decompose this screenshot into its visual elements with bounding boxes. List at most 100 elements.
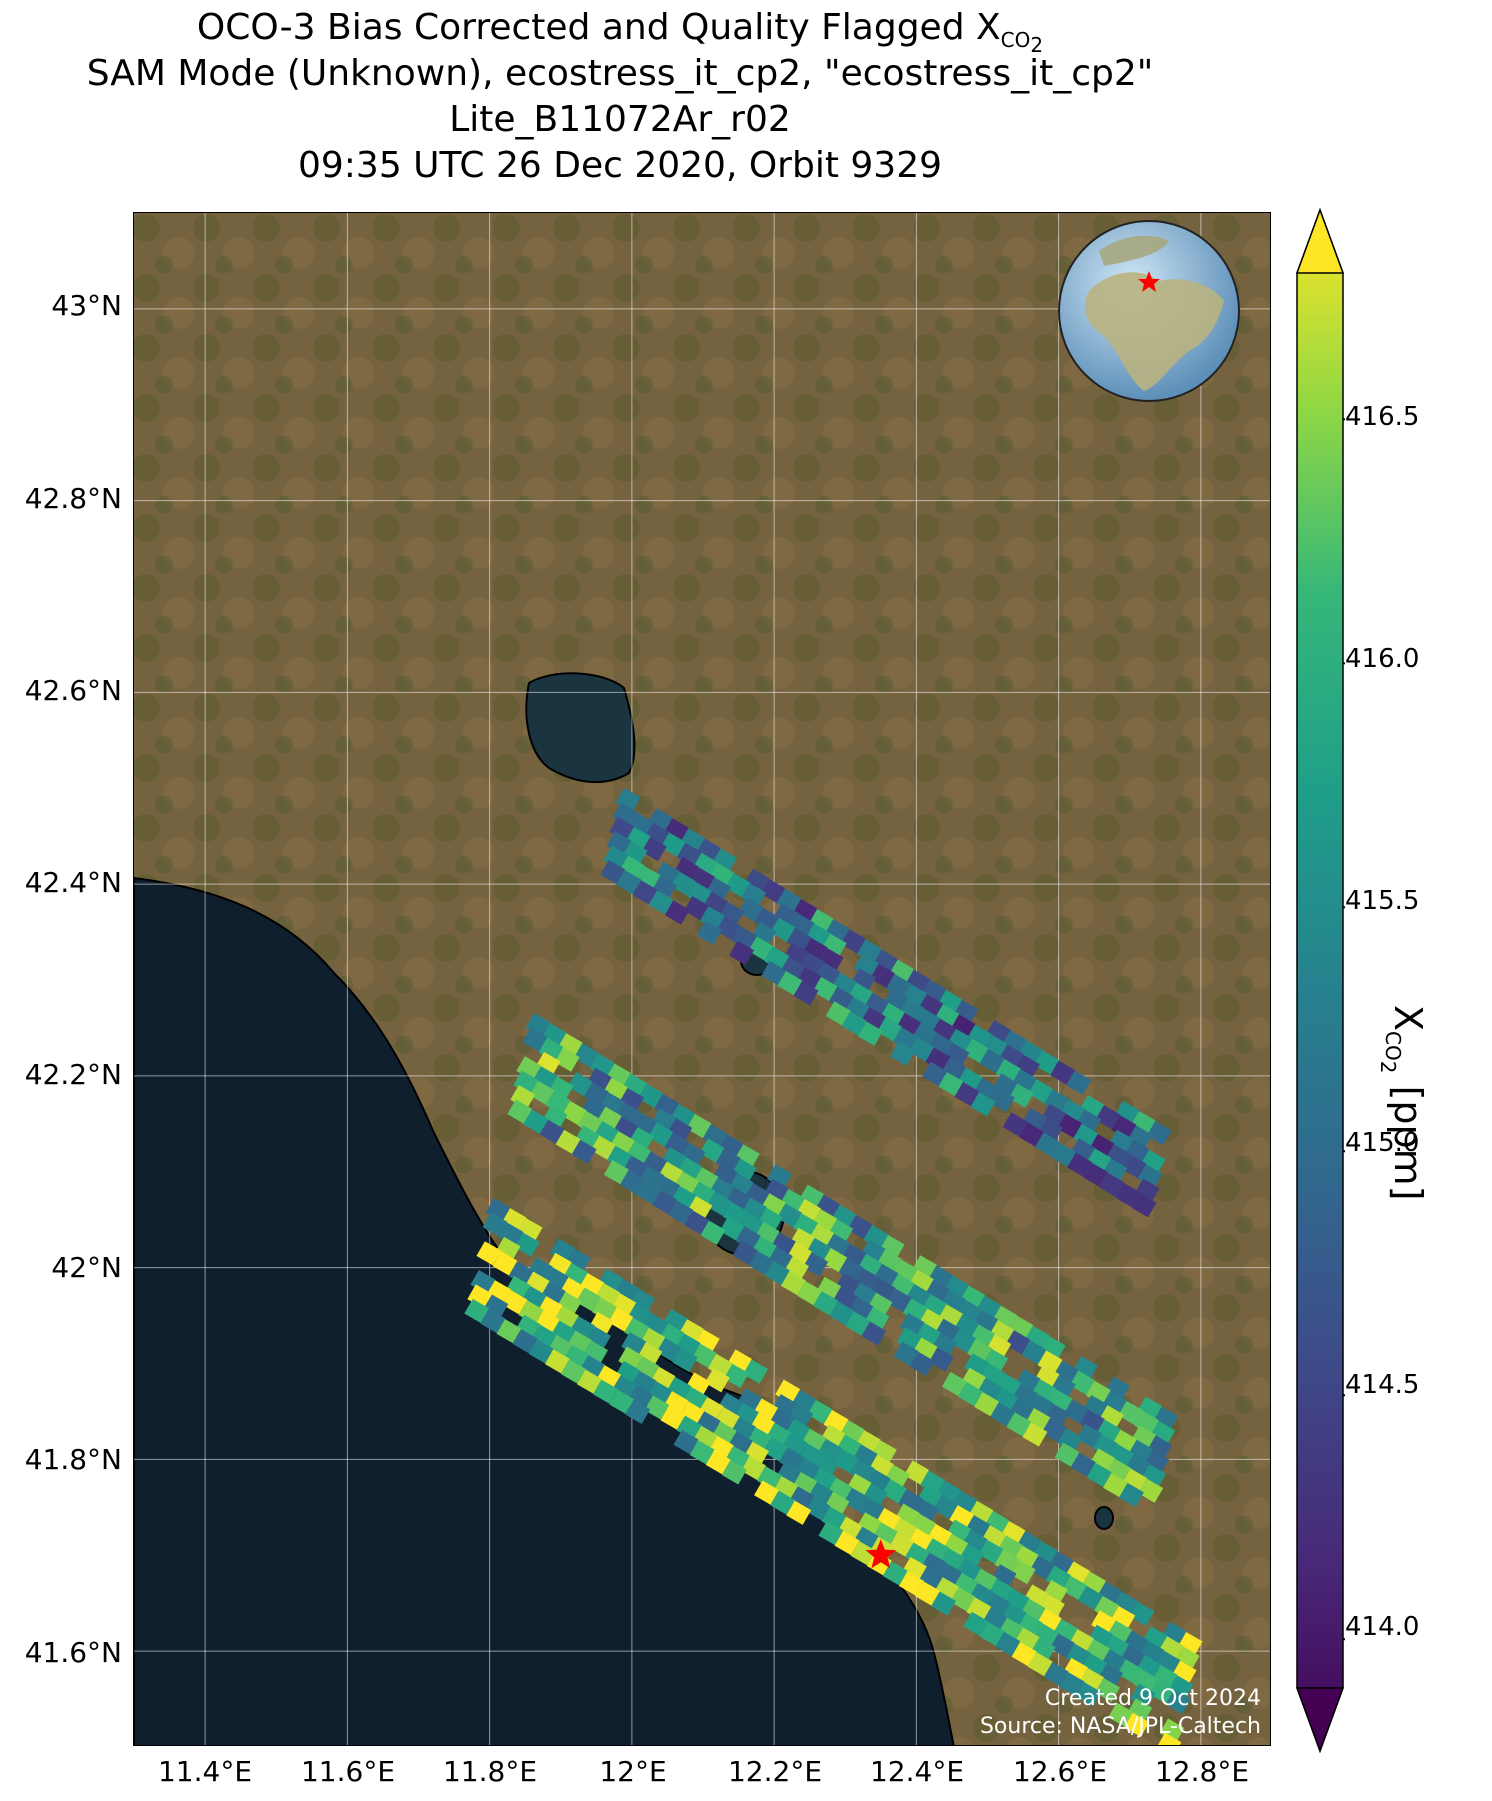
sounding-footprint xyxy=(822,1247,848,1273)
sounding-footprint xyxy=(909,1037,935,1062)
sounding-footprint xyxy=(1029,1555,1055,1580)
sounding-footprint xyxy=(636,1180,662,1205)
sounding-footprint xyxy=(825,1001,851,1026)
lon-tick: 12.8°E xyxy=(1154,1755,1250,1788)
sounding-footprint xyxy=(704,1368,730,1393)
map-title-line1: OCO-3 Bias Corrected and Quality Flagged… xyxy=(196,7,1044,58)
sounding-footprint xyxy=(963,1611,989,1636)
sounding-footprint xyxy=(648,890,674,915)
sounding-footprint xyxy=(1138,1478,1164,1503)
sounding-footprint xyxy=(600,860,626,885)
sounding-footprint xyxy=(1067,1152,1093,1177)
sounding-footprint xyxy=(1117,1659,1143,1684)
sounding-footprint xyxy=(928,1347,954,1372)
sounding-footprint xyxy=(668,1200,694,1225)
sounding-footprint xyxy=(476,1241,502,1266)
colorbar-tick: 416.5 xyxy=(1345,402,1420,432)
sounding-footprint xyxy=(970,1092,996,1117)
sounding-footprint xyxy=(648,1122,674,1147)
sounding-footprint xyxy=(1121,1154,1147,1179)
lon-tick: 11.6°E xyxy=(300,1755,396,1788)
map-title-line3: Lite_B11072Ar_r02 xyxy=(449,99,791,140)
globe-marker-icon xyxy=(1138,271,1160,292)
map-panel[interactable] xyxy=(133,212,1271,1746)
sounding-footprint xyxy=(818,1520,844,1546)
lat-tick: 41.6°N xyxy=(24,1636,122,1669)
sounding-footprint xyxy=(1078,1585,1104,1611)
graticule xyxy=(134,213,1270,1745)
sounding-footprint xyxy=(1066,1070,1092,1095)
credit-source: Source: NASA/JPL-Caltech xyxy=(979,1714,1261,1739)
sounding-footprint xyxy=(990,1402,1016,1427)
sounding-footprint xyxy=(512,1329,538,1354)
sounding-footprint xyxy=(847,1214,873,1240)
sounding-footprint xyxy=(807,1399,833,1425)
sounding-footprint xyxy=(1124,1712,1150,1737)
sounding-footprint xyxy=(893,1341,919,1366)
sounding-footprint xyxy=(1129,1601,1155,1626)
sounding-footprint xyxy=(656,1337,682,1363)
lat-tick: 43°N xyxy=(51,289,122,322)
target-star-icon xyxy=(865,1539,896,1569)
sounding-footprint xyxy=(1011,1641,1037,1667)
sounding-footprint xyxy=(793,981,819,1006)
lake-bolsena xyxy=(525,672,636,784)
sounding-footprint xyxy=(915,1581,940,1606)
sounding-footprint xyxy=(1146,1121,1172,1146)
lat-tick: 41.8°N xyxy=(24,1443,122,1476)
sounding-footprint xyxy=(673,1430,699,1455)
sounding-footprint xyxy=(716,916,742,941)
colorbar-tick: 415.5 xyxy=(1345,886,1420,916)
lon-tick: 12.2°E xyxy=(727,1755,823,1788)
sounding-footprint xyxy=(833,1448,859,1474)
colorbar-label: XCO2 [ppm] xyxy=(1376,1005,1430,1201)
sounding-footprint xyxy=(909,1351,935,1376)
sounding-footprint xyxy=(1057,1113,1083,1139)
sounding-footprint xyxy=(1005,1330,1031,1355)
sounding-footprint xyxy=(576,1369,602,1394)
sounding-footprint xyxy=(764,1260,790,1286)
sounding-footprint xyxy=(761,960,787,986)
lake-albano xyxy=(1094,1506,1114,1530)
sounding-footprint xyxy=(672,1347,698,1373)
sounding-footprint xyxy=(641,836,667,862)
sounding-footprint xyxy=(638,1083,664,1108)
sounding-footprint xyxy=(979,1048,1005,1074)
sounding-footprint xyxy=(978,1539,1004,1564)
lon-tick: 12°E xyxy=(599,1755,667,1788)
sounding-footprint xyxy=(464,1298,490,1324)
sounding-footprint xyxy=(904,1460,929,1485)
sounding-footprint xyxy=(1156,1732,1182,1745)
sounding-footprint xyxy=(507,1099,533,1124)
sounding-footprint xyxy=(652,1190,678,1215)
colorbar-tick: 414.5 xyxy=(1345,1370,1420,1400)
sounding-footprint xyxy=(1022,1422,1048,1447)
sounding-footprint xyxy=(1018,1122,1044,1147)
sounding-footprint xyxy=(1063,1399,1089,1424)
sounding-footprint xyxy=(861,1321,887,1346)
sounding-footprint xyxy=(689,1440,715,1465)
sounding-footprint xyxy=(951,1328,977,1353)
sounding-footprint xyxy=(958,1382,984,1407)
sounding-footprint xyxy=(803,1252,829,1277)
sounding-footprint xyxy=(554,1047,580,1072)
sounding-footprint xyxy=(1043,1662,1069,1687)
sounding-footprint xyxy=(1051,1142,1077,1167)
sounding-footprint xyxy=(760,878,786,904)
lon-tick: 11.8°E xyxy=(442,1755,538,1788)
lat-tick: 42°N xyxy=(51,1251,122,1284)
sounding-footprint xyxy=(705,1450,731,1475)
sounding-footprint xyxy=(528,1339,554,1364)
sounding-footprint xyxy=(616,870,642,895)
sounding-footprint xyxy=(1034,1050,1059,1075)
sounding-footprint xyxy=(684,1210,710,1235)
sounding-footprint xyxy=(1131,1193,1157,1218)
map-canvas[interactable] xyxy=(134,213,1271,1746)
sounding-footprint xyxy=(922,1061,948,1087)
sounding-footprint xyxy=(620,1170,645,1195)
sounding-footprint xyxy=(522,1027,548,1052)
sounding-footprint xyxy=(780,1270,806,1296)
sounding-footprint xyxy=(1076,1682,1101,1707)
sounding-footprint xyxy=(571,1139,597,1165)
colorbar-tick: 415.0 xyxy=(1345,1128,1420,1158)
